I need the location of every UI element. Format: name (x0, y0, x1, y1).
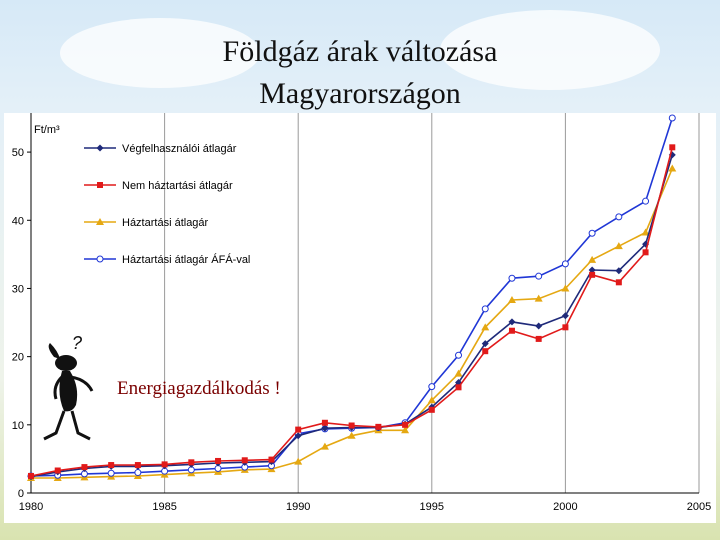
data-point-marker (241, 457, 248, 464)
data-point-marker (97, 182, 103, 188)
slide-title-line1: Földgáz árak változása (222, 35, 498, 68)
data-point-marker (481, 323, 490, 331)
data-point-marker (268, 456, 275, 463)
data-point-marker (535, 335, 542, 342)
data-point-marker (535, 322, 543, 330)
legend: Végfelhasználói átlagár Nem háztartási át… (84, 143, 250, 266)
data-point-marker (615, 279, 622, 286)
cloud-decoration (60, 18, 260, 88)
data-point-marker (642, 249, 649, 256)
data-point-marker (96, 218, 104, 225)
legend-label: Nem háztartási átlagár (122, 180, 233, 192)
grid-lines (164, 113, 700, 493)
y-tick-label: 30 (12, 283, 24, 295)
series-layer (27, 114, 677, 481)
data-point-marker (215, 457, 222, 464)
cloud-decoration (440, 10, 660, 90)
slide-title-line2: Magyarországon (259, 77, 461, 110)
data-point-marker (588, 266, 596, 274)
data-point-marker (669, 144, 676, 151)
data-point-marker (535, 272, 543, 280)
data-point-marker (96, 144, 104, 152)
data-point-marker (642, 197, 650, 205)
x-tick-label: 2005 (687, 501, 711, 513)
data-point-marker (455, 351, 463, 359)
data-point-marker (348, 422, 355, 429)
x-tick-label: 2000 (553, 501, 577, 513)
data-point-marker (614, 242, 623, 250)
y-tick-label: 10 (12, 420, 24, 432)
data-point-marker (454, 369, 463, 377)
data-point-marker (508, 318, 516, 326)
x-tick-label: 1985 (152, 501, 176, 513)
data-point-marker (561, 260, 569, 268)
data-point-marker (668, 114, 676, 122)
data-point-marker (161, 461, 168, 468)
data-point-marker (589, 271, 596, 278)
data-point-marker (481, 305, 489, 313)
data-point-marker (295, 426, 302, 433)
data-point-marker (402, 421, 409, 428)
data-point-marker (481, 340, 489, 348)
data-point-marker (507, 296, 516, 304)
data-point-marker (588, 255, 597, 263)
y-tick-label: 40 (12, 215, 24, 227)
data-point-marker (455, 384, 462, 391)
data-point-marker (321, 419, 328, 426)
data-point-marker (134, 462, 141, 469)
data-point-marker (108, 462, 115, 469)
series-group (27, 151, 676, 481)
data-point-marker (320, 442, 329, 450)
x-tick-label: 1980 (19, 501, 43, 513)
data-point-marker (294, 432, 302, 440)
data-point-marker (107, 469, 115, 477)
data-point-marker (534, 294, 543, 302)
data-point-marker (482, 348, 489, 355)
data-point-marker (561, 284, 570, 292)
data-point-marker (427, 396, 436, 404)
data-point-marker (588, 229, 596, 237)
legend-label: Háztartási átlagár (122, 217, 209, 229)
tick-labels: 1980 1985 1990 1995 2000 2005 0 10 20 30 40 50 (12, 147, 711, 513)
data-point-marker (321, 424, 329, 432)
data-point-marker (641, 228, 650, 236)
chart-panel: 1980 1985 1990 1995 2000 2005 0 10 20 30 40 50 Ft/m… (4, 113, 716, 523)
data-point-marker (615, 213, 623, 221)
y-tick-label: 0 (18, 488, 24, 500)
y-tick-label: 50 (12, 147, 24, 159)
series-group (27, 164, 677, 481)
thinking-figure-icon: ? (36, 333, 100, 453)
data-point-marker (668, 164, 677, 172)
question-mark: ? (72, 333, 82, 353)
legend-label: Háztartási átlagár ÁFÁ-val (122, 253, 250, 266)
data-point-marker (54, 467, 61, 474)
data-point-marker (428, 383, 436, 391)
data-point-marker (562, 324, 569, 331)
axes (30, 113, 699, 494)
data-point-marker (508, 274, 516, 282)
data-point-marker (428, 406, 435, 413)
legend-label: Végfelhasználói átlagár (122, 143, 237, 155)
data-point-marker (28, 472, 34, 479)
price-line-chart: 1980 1985 1990 1995 2000 2005 0 10 20 30 40 50 Ft/m… (12, 113, 711, 513)
data-point-marker (188, 459, 195, 466)
data-point-marker (81, 464, 88, 471)
data-point-marker (347, 431, 356, 439)
data-point-marker (375, 423, 382, 430)
data-point-marker (508, 327, 515, 334)
data-point-marker (401, 426, 410, 434)
data-point-marker (294, 457, 303, 465)
data-point-marker (134, 469, 142, 477)
data-point-marker (96, 255, 104, 263)
data-point-marker (561, 312, 569, 320)
annotation-text: Energiagazdálkodás ! (117, 378, 281, 399)
x-tick-label: 1995 (420, 501, 444, 513)
series-group (28, 144, 676, 479)
y-tick-label: 20 (12, 352, 24, 364)
y-axis-unit-label: Ft/m³ (34, 124, 60, 136)
data-point-marker (615, 267, 623, 275)
x-tick-label: 1990 (286, 501, 310, 513)
